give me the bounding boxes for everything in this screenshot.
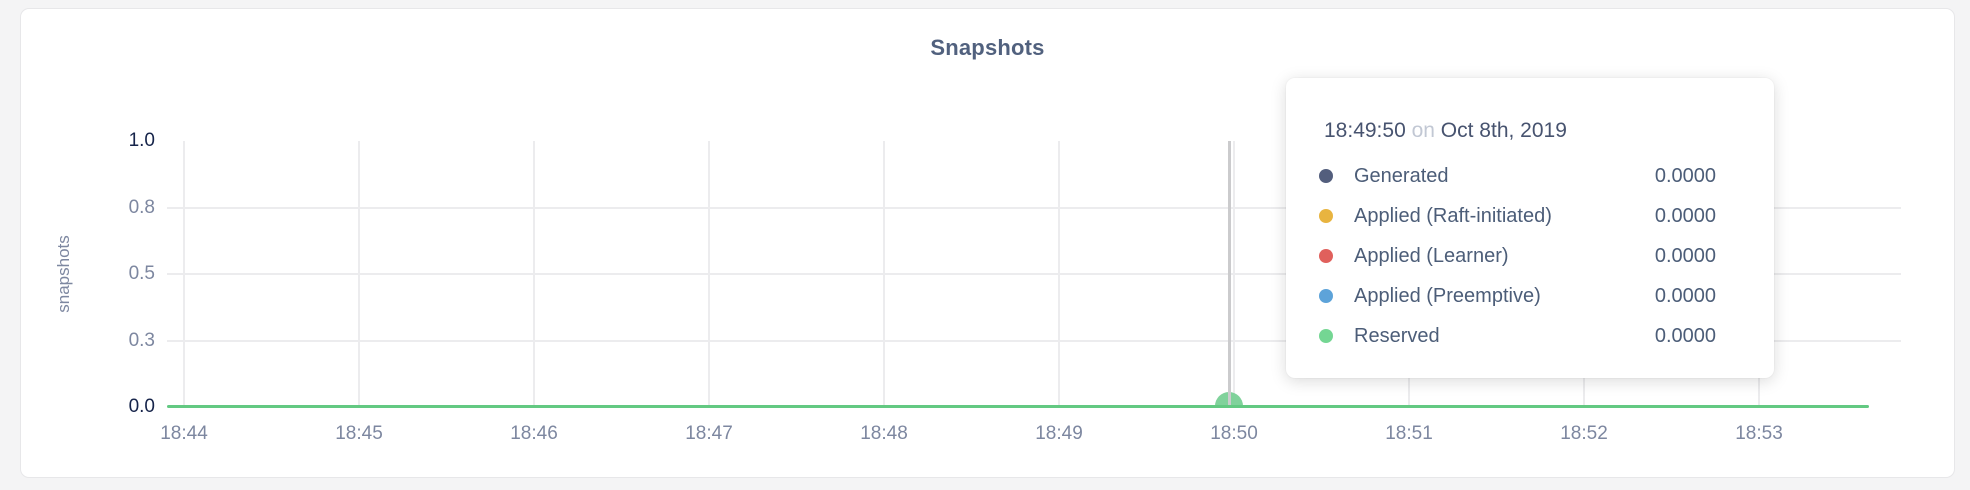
vertical-gridline xyxy=(358,141,360,407)
x-axis: 18:44 18:45 18:46 18:47 18:48 18:49 18:50 18:51… xyxy=(160,423,1901,453)
x-tick-label: 18:49 xyxy=(1035,423,1083,444)
vertical-gridline xyxy=(883,141,885,407)
x-tick-label: 18:52 xyxy=(1560,423,1608,444)
vertical-gridline xyxy=(1233,141,1235,407)
chart-title: Snapshots xyxy=(930,35,1045,60)
y-tick-label: 1.0 xyxy=(128,130,155,151)
x-tick-label: 18:45 xyxy=(335,423,383,444)
tooltip-row: Generated 0.0000 xyxy=(1286,156,1774,196)
y-tick-label: 0.3 xyxy=(128,329,155,351)
hover-tooltip: 18:49:50 on Oct 8th, 2019 Generated 0.000… xyxy=(1286,78,1774,378)
y-tick-label: 0.0 xyxy=(128,396,155,417)
tooltip-row: Applied (Learner) 0.0000 xyxy=(1286,236,1774,276)
series-color-dot xyxy=(1319,329,1333,343)
tooltip-time: 18:49:50 xyxy=(1324,119,1406,142)
y-axis: 1.0 0.8 0.5 0.3 0.0 xyxy=(21,130,155,417)
series-value: 0.0000 xyxy=(1654,204,1716,227)
x-tick-label: 18:50 xyxy=(1210,423,1258,444)
tooltip-date: Oct 8th, 2019 xyxy=(1440,119,1567,142)
series-label: Applied (Preemptive) xyxy=(1354,284,1541,307)
y-tick-label: 0.8 xyxy=(128,196,155,218)
series-value: 0.0000 xyxy=(1654,324,1716,347)
tooltip-row: Reserved 0.0000 xyxy=(1286,316,1774,356)
series-value: 0.0000 xyxy=(1654,284,1716,307)
x-tick-label: 18:48 xyxy=(860,423,908,444)
y-tick-label: 0.5 xyxy=(128,263,155,284)
tooltip-header: 18:49:50 on Oct 8th, 2019 xyxy=(1324,119,1567,143)
x-tick-label: 18:47 xyxy=(685,423,733,444)
series-label: Applied (Raft-initiated) xyxy=(1354,204,1552,227)
series-color-dot xyxy=(1319,209,1333,223)
tooltip-row: Applied (Raft-initiated) 0.0000 xyxy=(1286,196,1774,236)
tooltip-legend-rows: Generated 0.0000 Applied (Raft-initiated) 0… xyxy=(1286,156,1774,356)
chart-card: Snapshots snapshots 1.0 0.8 0.5 0.3 0.0 18:4… xyxy=(20,8,1955,478)
reserved-series-line xyxy=(167,405,1869,408)
vertical-gridline xyxy=(1058,141,1060,407)
crosshair-line xyxy=(1228,141,1231,407)
x-tick-label: 18:46 xyxy=(510,423,558,444)
series-label: Generated xyxy=(1354,164,1449,187)
series-label: Applied (Learner) xyxy=(1354,244,1509,267)
horizontal-gridline xyxy=(167,273,1901,275)
series-color-dot xyxy=(1319,169,1333,183)
series-value: 0.0000 xyxy=(1654,244,1716,267)
series-color-dot xyxy=(1319,249,1333,263)
x-tick-label: 18:51 xyxy=(1385,423,1433,444)
vertical-gridline xyxy=(183,141,185,407)
series-color-dot xyxy=(1319,289,1333,303)
x-tick-label: 18:44 xyxy=(160,423,208,444)
horizontal-gridline xyxy=(167,206,1901,209)
vertical-gridline xyxy=(533,141,535,407)
tooltip-connector: on xyxy=(1411,119,1435,142)
tooltip-row: Applied (Preemptive) 0.0000 xyxy=(1286,276,1774,316)
horizontal-gridline xyxy=(167,339,1901,342)
series-label: Reserved xyxy=(1354,324,1440,347)
vertical-gridline xyxy=(708,141,710,407)
series-value: 0.0000 xyxy=(1654,164,1716,187)
x-tick-label: 18:53 xyxy=(1735,423,1783,444)
